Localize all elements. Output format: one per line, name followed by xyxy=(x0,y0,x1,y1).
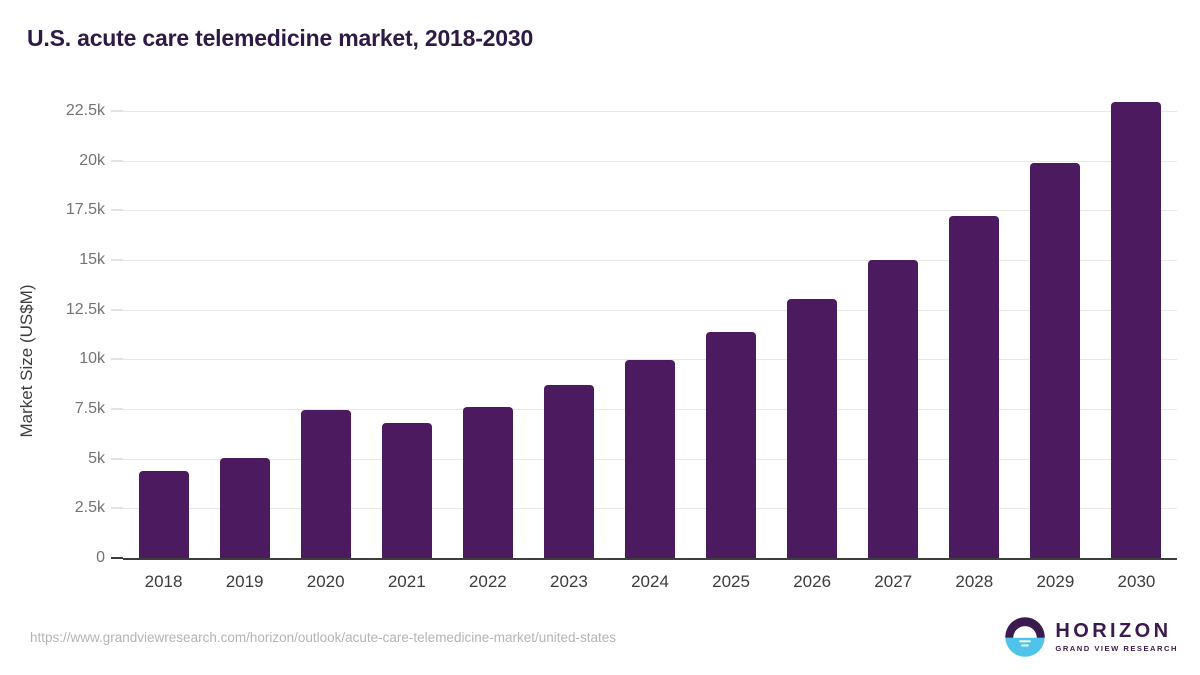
bar[interactable] xyxy=(219,457,270,558)
page-title: U.S. acute care telemedicine market, 201… xyxy=(27,25,534,51)
x-tick-label: 2019 xyxy=(225,572,264,591)
gridline xyxy=(123,210,1177,212)
y-tick-label: 17.5k xyxy=(65,201,105,219)
gridline xyxy=(123,160,1177,162)
y-tick-mark xyxy=(111,458,123,460)
y-axis-title: Market Size (US$M) xyxy=(17,284,36,438)
y-tick-mark xyxy=(111,110,123,112)
source-url[interactable]: https://www.grandviewresearch.com/horizo… xyxy=(30,630,617,645)
x-tick-label: 2021 xyxy=(387,572,426,591)
x-tick-label: 2027 xyxy=(874,572,913,591)
y-tick-mark xyxy=(111,309,123,311)
bar-series xyxy=(123,102,1177,558)
axis-baseline xyxy=(123,558,1177,560)
y-tick-label: 10k xyxy=(79,350,105,368)
bar[interactable] xyxy=(462,407,513,558)
y-tick-label: 5k xyxy=(88,449,105,467)
bar[interactable] xyxy=(381,422,432,558)
y-tick-label: 12.5k xyxy=(65,300,105,318)
logo-wordmark: HORIZON xyxy=(1055,619,1172,642)
bar-group[interactable] xyxy=(1030,111,1081,558)
x-tick-label: 2025 xyxy=(712,572,750,591)
x-tick-label: 2020 xyxy=(306,572,345,591)
bar-group[interactable] xyxy=(1111,102,1162,558)
bar-group[interactable] xyxy=(138,111,189,558)
logo-text: HORIZON GRAND VIEW RESEARCH xyxy=(1055,619,1178,653)
bar[interactable] xyxy=(706,331,757,558)
x-tick-label: 2023 xyxy=(550,572,588,591)
gridline xyxy=(123,260,1177,261)
x-tick-label: 2024 xyxy=(631,572,669,591)
x-tick-label: 2029 xyxy=(1036,572,1075,591)
bar[interactable] xyxy=(138,470,189,558)
horizon-logo-icon xyxy=(1005,617,1046,657)
y-tick-mark xyxy=(111,358,123,360)
bar[interactable] xyxy=(949,216,1000,558)
y-tick-mark xyxy=(111,408,123,410)
y-tick-label: 15k xyxy=(79,251,105,268)
gridline xyxy=(123,309,1177,311)
bar[interactable] xyxy=(868,260,919,558)
y-tick-label: 22.5k xyxy=(65,102,105,119)
y-tick-label: 20k xyxy=(79,151,105,169)
bar-group[interactable] xyxy=(868,111,919,558)
y-tick-mark xyxy=(111,259,123,261)
y-tick-label: 0 xyxy=(96,549,105,566)
bar[interactable] xyxy=(543,385,594,558)
bar-group[interactable] xyxy=(787,111,838,558)
y-tick-mark xyxy=(111,209,123,211)
x-tick-label: 2028 xyxy=(955,572,994,591)
bar[interactable] xyxy=(625,359,675,558)
bar-group[interactable] xyxy=(949,111,1000,558)
x-tick-label: 2026 xyxy=(793,572,832,591)
logo-tagline: GRAND VIEW RESEARCH xyxy=(1055,643,1178,653)
bar-group[interactable] xyxy=(706,111,757,558)
gridline xyxy=(123,111,1177,112)
y-tick-mark xyxy=(111,160,123,162)
x-tick-label: 2022 xyxy=(468,572,507,591)
bar-group[interactable] xyxy=(625,111,675,558)
y-tick-mark xyxy=(111,507,123,509)
bar-group[interactable] xyxy=(300,111,351,558)
y-tick-label: 7.5k xyxy=(74,400,105,417)
bar[interactable] xyxy=(1111,102,1162,558)
bar[interactable] xyxy=(300,410,351,558)
bar-group[interactable] xyxy=(543,111,594,558)
bar-group[interactable] xyxy=(381,111,432,558)
y-axis: Market Size (US$M) 0 2.5k 5k 7.5k 10k 12.5k 15… xyxy=(0,102,123,566)
x-axis: 2018 2019 2020 2021 2022 2023 2024 2025 2026 2027… xyxy=(123,560,1177,594)
y-tick-label: 2.5k xyxy=(74,499,105,517)
brand-logo: HORIZON GRAND VIEW RESEARCH xyxy=(1004,616,1178,658)
y-tick-mark xyxy=(111,557,123,559)
bar-group[interactable] xyxy=(219,111,270,558)
bar[interactable] xyxy=(1030,162,1081,558)
bar[interactable] xyxy=(787,298,838,558)
x-tick-label: 2018 xyxy=(144,572,183,591)
bar-group[interactable] xyxy=(462,111,513,558)
x-tick-label: 2030 xyxy=(1117,572,1156,591)
